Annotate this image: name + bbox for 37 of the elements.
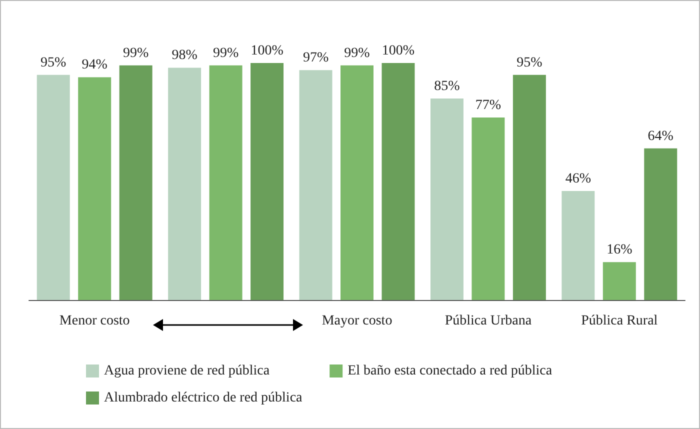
x-tick-label: Menor costo <box>59 314 130 328</box>
data-label: 64% <box>648 128 674 144</box>
data-label: 16% <box>606 242 633 258</box>
bar <box>340 65 374 300</box>
bar <box>250 63 284 300</box>
data-label: 94% <box>82 58 108 73</box>
legend-label: Agua proviene de red pública <box>104 364 270 378</box>
bar <box>472 118 505 300</box>
bar <box>562 190 595 300</box>
bar <box>299 70 332 300</box>
data-label: 99% <box>344 46 370 61</box>
x-tick-label: Mayor costo <box>322 314 392 328</box>
data-label: 98% <box>172 48 198 64</box>
bar <box>119 65 152 300</box>
bar <box>78 77 112 300</box>
data-label: 95% <box>516 55 543 70</box>
data-label: 99% <box>123 46 149 61</box>
bar <box>430 98 464 300</box>
data-label: 95% <box>40 55 67 70</box>
bar <box>382 63 415 300</box>
legend-label: El baño esta conectado a red pública <box>348 364 553 378</box>
legend-label: Alumbrado eléctrico de red pública <box>104 390 304 406</box>
bar <box>36 74 70 300</box>
bar <box>209 65 242 300</box>
data-label: 100% <box>382 44 415 58</box>
bar <box>512 74 546 300</box>
x-tick-label: Pública Rural <box>581 314 658 328</box>
data-label: 100% <box>250 44 284 58</box>
data-label: 85% <box>434 79 460 94</box>
bar <box>644 148 678 300</box>
data-label: 77% <box>475 98 502 114</box>
data-label: 46% <box>565 171 592 186</box>
bar <box>602 262 636 300</box>
x-tick-label: Pública Urbana <box>444 314 532 328</box>
data-label: 97% <box>302 50 329 66</box>
data-label: 99% <box>212 46 239 61</box>
bar <box>168 68 202 300</box>
